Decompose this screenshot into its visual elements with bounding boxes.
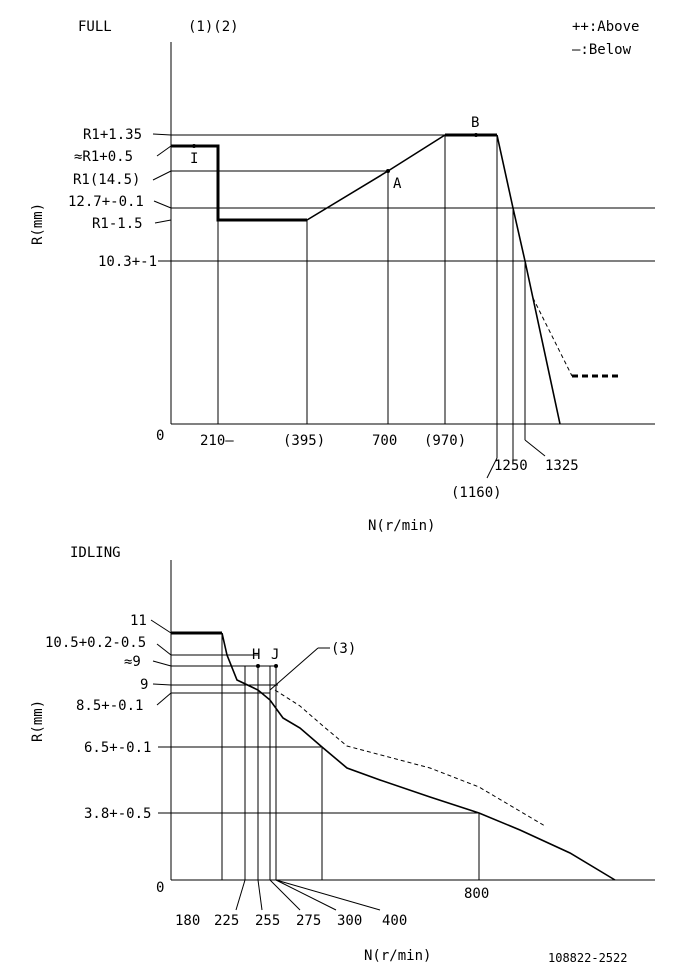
full-ylabel-2: R1(14.5) xyxy=(73,172,140,188)
full-ytick-1 xyxy=(156,145,172,157)
full-ytick-2 xyxy=(152,170,172,181)
idling-ytick-1 xyxy=(156,643,172,656)
idling-ylabel-6: 3.8+-0.5 xyxy=(84,806,151,822)
idling-leader-275 xyxy=(269,879,301,911)
idling-xlabel-1: 225 xyxy=(214,913,239,929)
idling-ylabel-0: 11 xyxy=(130,613,147,629)
idling-point-h: H xyxy=(252,647,260,663)
idling-ylabel-4: 8.5+-0.1 xyxy=(76,698,143,714)
idling-leader-3 xyxy=(269,647,319,691)
full-point-i-dot xyxy=(192,144,196,148)
full-xlabel-5: 1250 xyxy=(494,458,528,474)
full-curve-fall xyxy=(496,134,561,425)
idling-chart: IDLING R(mm) N(r/min) 0 H xyxy=(30,545,655,964)
full-xlabel-6: 1325 xyxy=(545,458,579,474)
idling-ytick-4 xyxy=(156,692,172,706)
idling-curve xyxy=(221,632,616,881)
idling-point-h-dot xyxy=(256,664,260,668)
full-curve-rise xyxy=(306,134,497,221)
full-chart: FULL (1)(2) R(mm) N(r/min) 0 I xyxy=(30,19,655,534)
full-xlabel-1: (395) xyxy=(283,433,325,449)
idling-ytick-3 xyxy=(152,683,172,686)
full-ylabel-0: R1+1.35 xyxy=(83,127,142,143)
idling-ylabel: R(mm) xyxy=(30,700,46,742)
full-ylabel-4: R1-1.5 xyxy=(92,216,143,232)
full-point-b: B xyxy=(471,115,479,131)
idling-xlabel-2: 255 xyxy=(255,913,280,929)
full-ytick-3 xyxy=(153,200,172,209)
idling-origin: 0 xyxy=(156,880,164,896)
idling-xlabel-6: 800 xyxy=(464,886,489,902)
full-origin: 0 xyxy=(156,428,164,444)
idling-xlabel: N(r/min) xyxy=(364,948,431,964)
full-xlabel-4: (1160) xyxy=(451,485,502,501)
idling-xlabel-5: 400 xyxy=(382,913,407,929)
full-point-b-dot xyxy=(474,133,478,137)
full-point-a-dot xyxy=(386,169,390,173)
idling-xlabel-3: 275 xyxy=(296,913,321,929)
full-xlabel: N(r/min) xyxy=(368,518,435,534)
full-point-a: A xyxy=(393,176,402,192)
idling-leader-300 xyxy=(275,879,337,911)
idling-leader-225 xyxy=(235,879,246,911)
idling-ylabel-5: 6.5+-0.1 xyxy=(84,740,151,756)
full-xlabel-0: 210— xyxy=(200,433,234,449)
idling-leader-400 xyxy=(275,879,381,911)
full-ylabel-3: 12.7+-0.1 xyxy=(68,194,144,210)
full-leader-1160 xyxy=(486,457,498,479)
full-xlabel-3: (970) xyxy=(424,433,466,449)
idling-point-j-dot xyxy=(274,664,278,668)
full-xlabel-2: 700 xyxy=(372,433,397,449)
full-ytick-4 xyxy=(154,219,172,224)
full-ylabel-5: 10.3+-1 xyxy=(98,254,157,270)
full-notes: (1)(2) xyxy=(188,19,239,35)
idling-xlabel-4: 300 xyxy=(337,913,362,929)
full-leader-1325 xyxy=(524,439,546,457)
full-curve-above-dash xyxy=(532,297,573,377)
idling-note-3: (3) xyxy=(331,641,356,657)
idling-ylabel-2: ≈9 xyxy=(124,654,141,670)
full-point-i: I xyxy=(190,151,198,167)
idling-leader-255 xyxy=(257,879,263,911)
full-ylabel-1: ≈R1+0.5 xyxy=(74,149,133,165)
full-ylabel: R(mm) xyxy=(30,203,46,245)
idling-xlabel-0: 180 xyxy=(175,913,200,929)
idling-title: IDLING xyxy=(70,545,121,561)
idling-point-j: J xyxy=(271,647,279,663)
doc-id: 108822-2522 xyxy=(548,951,627,965)
legend-above: ++:Above xyxy=(572,19,639,35)
idling-ylabel-1: 10.5+0.2-0.5 xyxy=(45,635,146,651)
full-title: FULL xyxy=(78,19,112,35)
idling-curve-above-dash xyxy=(274,689,546,827)
legend-below: —:Below xyxy=(572,42,632,58)
idling-ylabel-3: 9 xyxy=(140,677,148,693)
idling-ytick-0 xyxy=(150,619,172,634)
idling-ytick-2 xyxy=(152,660,172,667)
full-ytick-0 xyxy=(152,133,172,136)
